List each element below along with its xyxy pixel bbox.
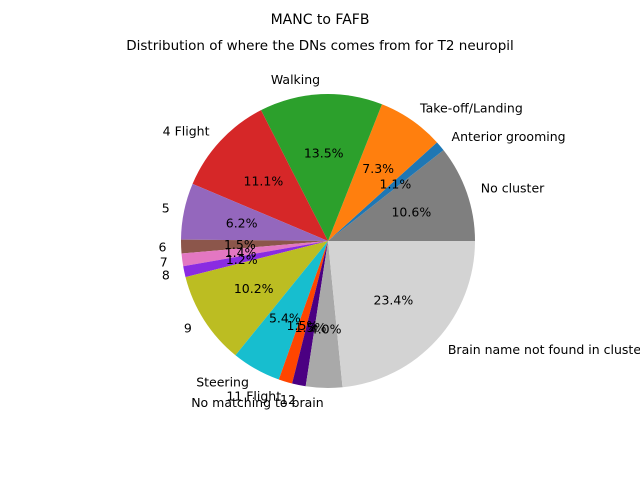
slice-label-11-flight: 11 Flight <box>226 388 281 403</box>
percent-label-no-cluster: 10.6% <box>391 205 431 220</box>
slice-label-9: 9 <box>184 321 192 336</box>
pie-slice-8 <box>183 241 328 278</box>
pie-slice-5 <box>181 183 328 241</box>
percent-label-no-matching-to-brain: 4.0% <box>310 322 342 337</box>
percent-label-walking: 13.5% <box>304 145 344 160</box>
slice-labels: No cluster Anterior grooming Take-off/Land… <box>158 72 640 410</box>
percent-label-8: 1.2% <box>226 252 258 267</box>
percent-label-7: 1.4% <box>225 245 257 260</box>
slice-label-7: 7 <box>160 254 168 269</box>
slice-label-8: 8 <box>162 267 170 282</box>
slice-label-walking: Walking <box>271 72 320 87</box>
slice-label-5: 5 <box>162 201 170 216</box>
percent-label-anterior-grooming: 1.1% <box>380 177 412 192</box>
percent-label-9: 10.2% <box>234 281 274 296</box>
pie-slice-no-cluster <box>328 150 475 241</box>
pie-slice-steering <box>235 241 328 380</box>
pie-slice-4-flight <box>192 110 328 242</box>
slice-label-6: 6 <box>158 240 166 255</box>
percent-label-11-flight: 1.5% <box>287 318 319 333</box>
percent-labels: 10.6%1.1%7.3%13.5%11.1%6.2%1.5%1.4%1.2%1… <box>224 145 431 336</box>
pie-slice-9 <box>185 241 328 356</box>
percent-label-take-off-landing: 7.3% <box>362 161 394 176</box>
pie-slice-6 <box>181 239 328 254</box>
chart-title: MANC to FAFB <box>271 12 370 28</box>
pie-slice-brain-name-not-found-in-clusters <box>328 241 475 388</box>
pie-slices <box>181 94 475 388</box>
slice-label-brain-name-not-found-in-clusters: Brain name not found in clusters <box>448 342 640 357</box>
slice-label-4-flight: 4 Flight <box>163 123 210 138</box>
pie-slice-11-flight <box>278 241 328 384</box>
percent-label-4-flight: 11.1% <box>244 173 284 188</box>
slice-label-no-matching-to-brain: No matching to brain <box>191 395 323 410</box>
pie-slice-anterior-grooming <box>328 142 444 241</box>
percent-label-steering: 5.4% <box>269 310 301 325</box>
pie-slice-no-matching-to-brain <box>305 241 343 388</box>
percent-label-5: 6.2% <box>226 216 258 231</box>
percent-label-6: 1.5% <box>224 237 256 252</box>
chart-subtitle: Distribution of where the DNs comes from… <box>126 38 514 54</box>
slice-label-12: 12 <box>280 392 296 407</box>
pie-slice-take-off-landing <box>328 104 437 241</box>
pie-slice-7 <box>181 241 328 267</box>
slice-label-steering: Steering <box>196 375 249 390</box>
pie-slice-12 <box>292 241 328 387</box>
percent-label-brain-name-not-found-in-clusters: 23.4% <box>374 293 414 308</box>
pie-slice-walking <box>260 94 382 242</box>
slice-label-anterior-grooming: Anterior grooming <box>452 129 566 144</box>
percent-label-12: 1.5% <box>295 320 327 335</box>
slice-label-no-cluster: No cluster <box>481 181 545 196</box>
slice-label-take-off-landing: Take-off/Landing <box>419 101 523 116</box>
